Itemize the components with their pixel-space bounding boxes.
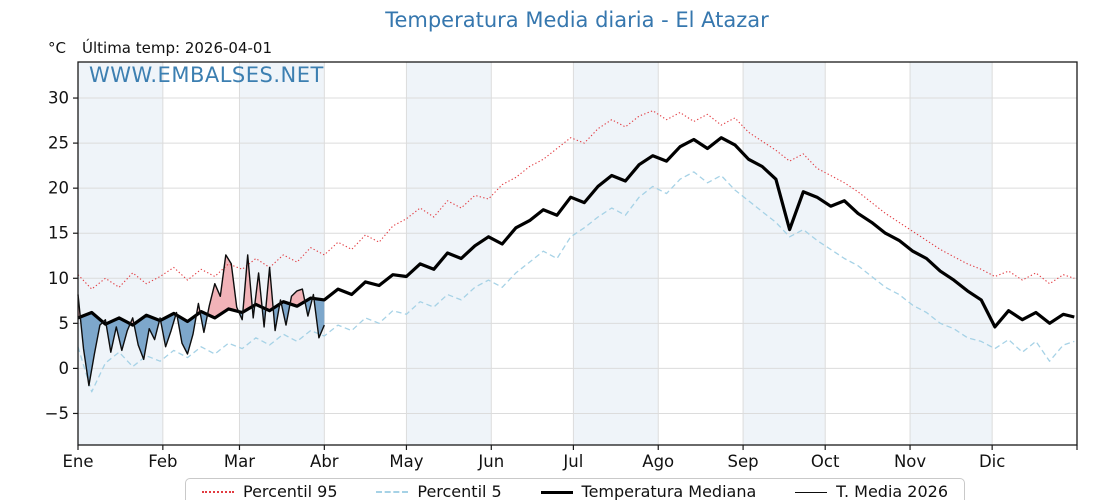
svg-text:Oct: Oct: [811, 452, 840, 471]
svg-text:−5: −5: [45, 404, 69, 423]
series-line-p95: [77, 110, 1075, 290]
svg-text:Jun: Jun: [477, 452, 504, 471]
svg-text:Mar: Mar: [224, 452, 255, 471]
y-axis-unit-label: °C: [48, 39, 66, 57]
axis-ticks: [73, 97, 1078, 450]
svg-text:Feb: Feb: [148, 452, 177, 471]
legend-item-t2026: T. Media 2026: [795, 482, 948, 500]
plot-area: −5 0 5 10 15 20 25 30 Ene Feb Mar Abr May Jun Jul Ago Se…: [45, 61, 1078, 471]
legend-item-median: Temperatura Mediana: [540, 482, 757, 500]
svg-text:May: May: [389, 452, 423, 471]
legend-label-t2026: T. Media 2026: [836, 482, 948, 500]
svg-text:10: 10: [48, 269, 69, 288]
month-bands: [78, 62, 993, 445]
watermark-text: WWW.EMBALSES.NET: [89, 63, 324, 87]
legend-line-sample-median: [540, 490, 573, 494]
legend-label-median: Temperatura Mediana: [581, 482, 757, 500]
svg-text:Dic: Dic: [979, 452, 1005, 471]
svg-text:Abr: Abr: [310, 452, 339, 471]
legend-label-p95: Percentil 95: [243, 482, 338, 500]
svg-text:20: 20: [48, 179, 69, 198]
svg-text:25: 25: [48, 134, 69, 153]
legend-item-p95: Percentil 95: [202, 482, 338, 500]
legend-label-p5: Percentil 5: [417, 482, 502, 500]
legend-item-p5: Percentil 5: [376, 482, 502, 500]
svg-text:Ago: Ago: [642, 452, 674, 471]
svg-text:30: 30: [48, 89, 69, 108]
svg-text:0: 0: [59, 359, 70, 378]
last-temp-label: Última temp: 2026-04-01: [82, 39, 273, 57]
grid-lines: [78, 62, 1077, 445]
series-line-p5: [77, 171, 1075, 393]
legend-line-sample-t2026: [795, 491, 828, 493]
legend-line-sample-p95: [202, 491, 234, 493]
svg-text:Jul: Jul: [562, 452, 583, 471]
svg-text:5: 5: [59, 314, 70, 333]
chart-title: Temperatura Media diaria - El Atazar: [385, 8, 769, 32]
plot-frame: [77, 61, 1078, 446]
svg-text:15: 15: [48, 224, 69, 243]
chart-legend: Percentil 95 Percentil 5 Temperatura Media…: [185, 478, 965, 500]
svg-text:Ene: Ene: [62, 452, 93, 471]
legend-line-sample-p5: [376, 491, 409, 493]
svg-text:Sep: Sep: [728, 452, 759, 471]
series-line-median: [77, 136, 1075, 329]
series-line-t2026: [77, 254, 325, 387]
svg-text:Nov: Nov: [894, 452, 926, 471]
axis-tick-labels: −5 0 5 10 15 20 25 30 Ene Feb Mar Abr May Jun Jul Ago Se…: [45, 89, 1006, 471]
